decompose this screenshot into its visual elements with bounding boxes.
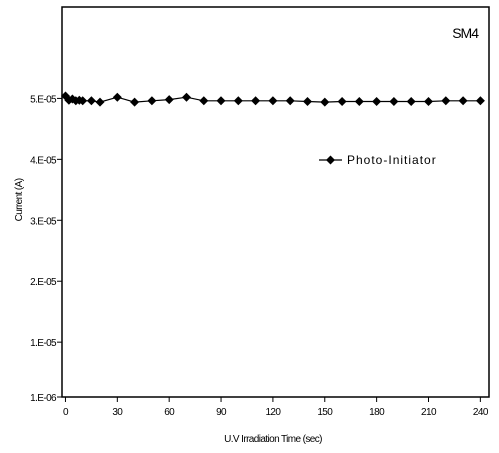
y-axis-title: Current (A)	[14, 178, 25, 221]
series-photo-initiator	[61, 91, 485, 107]
data-point-marker	[182, 92, 191, 102]
data-point-marker	[337, 97, 347, 106]
y-tick-label: 5.E-05	[30, 94, 57, 105]
x-tick-label: 240	[473, 407, 489, 418]
data-point-marker	[441, 96, 451, 106]
x-tick-label: 180	[369, 407, 385, 418]
data-point-marker	[78, 96, 88, 106]
data-point-marker	[458, 96, 468, 106]
x-tick-label: 120	[265, 407, 281, 418]
y-tick-label: 1.E-06	[30, 393, 57, 404]
y-tick-label: 4.E-05	[30, 155, 57, 166]
data-point-marker	[216, 96, 226, 106]
data-point-marker	[95, 97, 105, 107]
y-tick-label: 1.E-05	[30, 338, 57, 349]
data-point-marker	[285, 96, 295, 106]
data-point-marker	[320, 97, 330, 107]
x-tick-label: 30	[112, 407, 123, 418]
x-tick-label: 210	[421, 407, 437, 418]
data-point-marker	[164, 95, 174, 105]
data-point-marker	[199, 96, 209, 106]
data-point-marker	[233, 96, 243, 106]
legend-marker	[326, 155, 335, 165]
data-point-marker	[424, 97, 433, 106]
data-point-marker	[303, 97, 312, 106]
data-point-marker	[268, 96, 278, 106]
data-point-marker	[389, 97, 399, 106]
x-tick-label: 90	[216, 407, 227, 418]
data-point-marker	[475, 96, 485, 106]
data-point-marker	[354, 97, 364, 106]
x-tick-label: 60	[164, 407, 175, 418]
data-point-marker	[147, 96, 157, 106]
x-axis-title: U.V Irradiation Time (sec)	[224, 434, 322, 445]
chart-annotation: SM4	[452, 25, 479, 41]
data-point-marker	[251, 96, 261, 106]
plot-area	[61, 6, 490, 398]
y-axis-ticks: 1.E-06 1.E-05 2.E-05 3.E-05 4.E-05 5.E-05	[30, 94, 62, 404]
legend: Photo-Initiator	[319, 153, 437, 167]
data-point-marker	[372, 97, 382, 106]
data-point-marker	[130, 97, 140, 107]
y-tick-label: 3.E-05	[30, 216, 57, 227]
data-point-marker	[112, 92, 122, 102]
x-axis-ticks: 0 30 60 90 120 150 180 210 240	[63, 397, 489, 418]
y-tick-label: 2.E-05	[30, 277, 57, 288]
data-point-marker	[406, 97, 416, 106]
legend-label: Photo-Initiator	[347, 153, 437, 167]
data-point-marker	[86, 96, 96, 106]
x-tick-label: 150	[317, 407, 333, 418]
x-tick-label: 0	[63, 407, 69, 418]
